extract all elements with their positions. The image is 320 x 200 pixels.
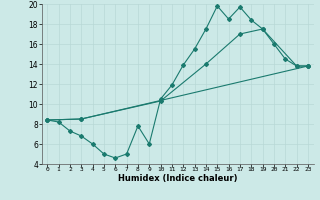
X-axis label: Humidex (Indice chaleur): Humidex (Indice chaleur) [118, 174, 237, 183]
